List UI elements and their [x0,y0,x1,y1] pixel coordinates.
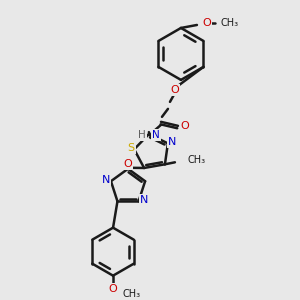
Text: N: N [140,195,148,205]
Text: O: O [124,159,132,169]
Text: N: N [102,175,110,185]
Text: O: O [202,18,211,28]
Text: H: H [138,130,146,140]
Text: CH₃: CH₃ [122,289,140,298]
Text: O: O [109,284,117,294]
Text: O: O [171,85,179,95]
Text: CH₃: CH₃ [188,155,206,165]
Text: CH₃: CH₃ [221,18,239,28]
Text: S: S [128,143,135,153]
Text: N: N [152,130,160,140]
Text: O: O [181,121,189,131]
Text: N: N [168,137,176,147]
